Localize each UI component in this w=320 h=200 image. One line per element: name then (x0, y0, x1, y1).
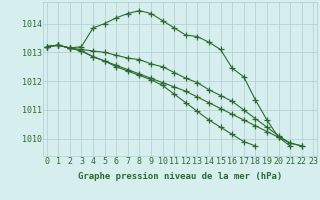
X-axis label: Graphe pression niveau de la mer (hPa): Graphe pression niveau de la mer (hPa) (78, 172, 282, 181)
